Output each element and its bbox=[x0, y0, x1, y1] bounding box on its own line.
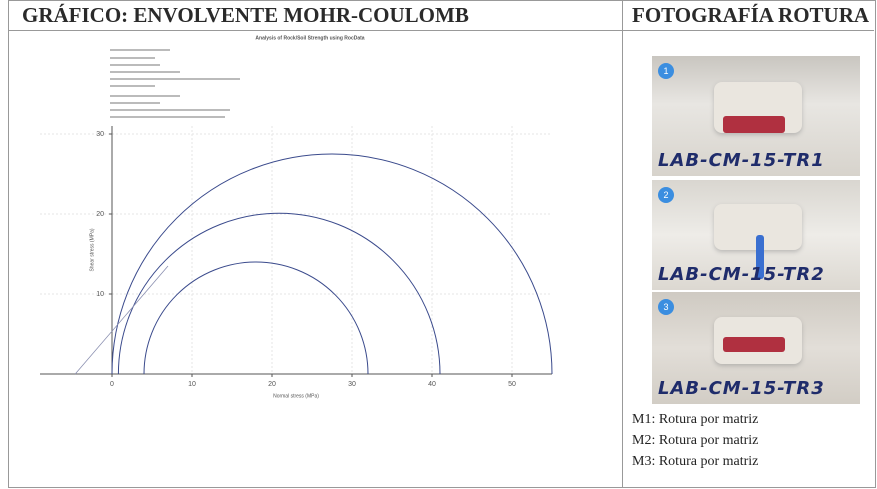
header-right: FOTOGRAFÍA ROTURA bbox=[632, 3, 870, 27]
header-left: GRÁFICO: ENVOLVENTE MOHR-COULOMB bbox=[22, 3, 469, 27]
note: M2: Rotura por matriz bbox=[632, 433, 759, 448]
photo: 3 LAB-CM-15-TR3 bbox=[652, 292, 860, 404]
mohr-circle bbox=[111, 153, 553, 375]
rock-mark bbox=[722, 336, 786, 353]
mohr-circle bbox=[117, 212, 441, 375]
x-tick-label: 0 bbox=[110, 381, 114, 388]
photo-number: 2 bbox=[658, 187, 674, 203]
x-tick-label: 40 bbox=[428, 381, 436, 388]
photo-number: 1 bbox=[658, 63, 674, 79]
photo: 1 LAB-CM-15-TR1 bbox=[652, 56, 860, 176]
photo-label: LAB-CM-15-TR2 bbox=[658, 264, 825, 285]
mohr-circle bbox=[143, 261, 369, 375]
x-tick-label: 20 bbox=[268, 381, 276, 388]
column-rule bbox=[622, 0, 623, 487]
frame bbox=[8, 0, 876, 488]
photo: 2 LAB-CM-15-TR2 bbox=[652, 180, 860, 290]
note: M3: Rotura por matriz bbox=[632, 454, 759, 469]
mohr-chart: Analysis of Rock/Soil Strength using Roc… bbox=[40, 35, 553, 399]
y-tick-label: 30 bbox=[96, 131, 104, 138]
rock-mark bbox=[722, 116, 786, 133]
x-tick-label: 10 bbox=[188, 381, 196, 388]
y-tick-label: 20 bbox=[96, 211, 104, 218]
y-tick-label: 10 bbox=[96, 291, 104, 298]
failure-envelope bbox=[74, 265, 169, 375]
photo-label: LAB-CM-15-TR3 bbox=[658, 378, 825, 399]
rock-mark bbox=[756, 235, 765, 279]
x-axis-label: Normal stress (MPa) bbox=[273, 393, 319, 399]
x-tick-label: 50 bbox=[508, 381, 516, 388]
legend-block bbox=[110, 49, 240, 118]
photo-label: LAB-CM-15-TR1 bbox=[658, 150, 825, 171]
header-rule bbox=[8, 30, 874, 31]
chart-title: Analysis of Rock/Soil Strength using Roc… bbox=[255, 35, 364, 41]
photo-number: 3 bbox=[658, 299, 674, 315]
x-tick-label: 30 bbox=[348, 381, 356, 388]
y-axis-label: Shear stress (MPa) bbox=[89, 228, 95, 271]
note: M1: Rotura por matriz bbox=[632, 412, 759, 427]
